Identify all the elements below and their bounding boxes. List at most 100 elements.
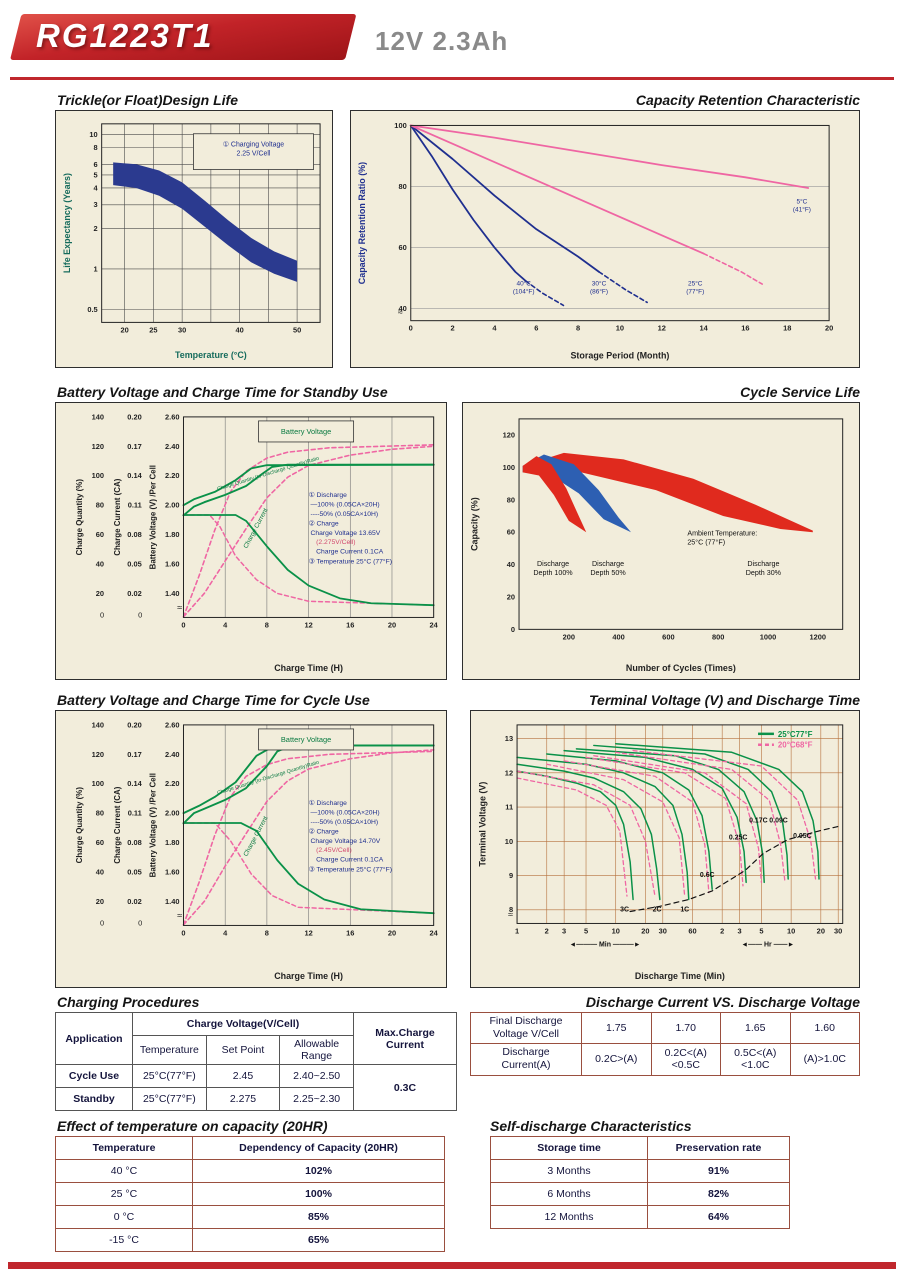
title-charging-procedures: Charging Procedures [57,994,200,1010]
svg-text:16: 16 [346,928,354,937]
svg-text:0.11: 0.11 [128,501,142,510]
th-dependency: Dependency of Capacity (20HR) [192,1136,445,1160]
svg-text:20°C68°F: 20°C68°F [778,741,813,750]
th-temperature: Temperature [132,1035,207,1065]
svg-text:1.40: 1.40 [165,897,179,906]
svg-text:2: 2 [545,926,549,935]
svg-text:0.02: 0.02 [127,589,141,598]
svg-text:12: 12 [658,324,666,333]
svg-text:200: 200 [563,632,575,641]
th-application: Application [55,1012,133,1065]
svg-text:◄——— Min ———►: ◄——— Min ———► [569,941,640,948]
svg-text:0.05: 0.05 [127,867,141,876]
cell-current-range: (A)>1.0C [789,1043,860,1076]
title-terminal-voltage: Terminal Voltage (V) and Discharge Time [589,692,860,708]
svg-text:Charge Time (H): Charge Time (H) [274,663,343,673]
cell-set-point: 2.45 [205,1064,281,1088]
svg-text:20: 20 [641,926,649,935]
svg-text:18: 18 [783,324,791,333]
th-max-charge-current: Max.Charge Current [353,1012,457,1065]
svg-text:60: 60 [96,530,104,539]
title-standby-charge: Battery Voltage and Charge Time for Stan… [57,384,388,400]
svg-text:400: 400 [612,632,624,641]
svg-text:20: 20 [825,324,833,333]
standby-charge-panel: 0 4 8 12 16 20 24 2.60 2.40 2.20 2.00 1.80 1.60 1.40 B… [55,402,447,680]
svg-text:9: 9 [509,871,513,880]
svg-text:Capacity (%): Capacity (%) [469,497,479,551]
svg-text:20: 20 [96,897,104,906]
cycle-charge-panel: 0 4 8 12 16 20 24 2.60 2.40 2.20 2.00 1.80 1.60 1.40 B… [55,710,447,988]
svg-text:100: 100 [394,121,406,130]
cell-current-range: 0.2C>(A) [581,1043,652,1076]
svg-text:≈: ≈ [177,910,182,920]
discharge-current-voltage-table: Final Discharge Voltage V/Cell 1.75 1.70… [470,1011,860,1076]
svg-text:6: 6 [534,324,538,333]
cell-temp: -15 °C [55,1228,193,1252]
svg-text:1.60: 1.60 [165,559,179,568]
svg-text:Battery Voltage: Battery Voltage [281,427,331,436]
svg-text:600: 600 [662,632,674,641]
cell-storage-time: 12 Months [490,1205,648,1229]
svg-text:Charge Current 0.1CA: Charge Current 0.1CA [316,857,384,864]
svg-text:40°C(104°F): 40°C (104°F) [513,280,535,296]
svg-text:Life Expectancy (Years): Life Expectancy (Years) [62,173,72,273]
svg-text:4: 4 [223,620,228,629]
title-trickle-design-life: Trickle(or Float)Design Life [57,92,238,108]
svg-text:≈: ≈ [508,910,513,920]
svg-text:0.05: 0.05 [127,559,141,568]
svg-text:1.60: 1.60 [165,867,179,876]
svg-text:10: 10 [612,926,620,935]
svg-text:80: 80 [96,501,104,510]
svg-text:Charge Quantity (to-Discharge: Charge Quantity (to-Discharge Quantity)R… [217,456,320,493]
th-allowable-range: Allowable Range [279,1035,354,1065]
svg-text:50: 50 [293,325,301,334]
svg-text:1200: 1200 [810,632,827,641]
svg-text:8: 8 [265,620,269,629]
svg-text:Battery Voltage (V) /Per Cell: Battery Voltage (V) /Per Cell [149,465,158,569]
svg-text:20: 20 [388,928,396,937]
svg-text:Storage Period (Month): Storage Period (Month) [570,351,669,361]
cell-temp: 25 °C [55,1182,193,1206]
title-cycle-charge: Battery Voltage and Charge Time for Cycl… [57,692,370,708]
svg-text:Charge Time (H): Charge Time (H) [274,971,343,981]
svg-text:0: 0 [409,324,413,333]
svg-text:1: 1 [94,264,98,273]
battery-spec: 12V 2.3Ah [375,26,509,56]
svg-text:① Discharge —100% (0.05CA×20H): ① Discharge —100% (0.05CA×20H) ----50% (… [309,491,381,537]
terminal-voltage-chart: 1 2 3 5 10 20 30 60 2 3 5 10 20 308910111213Discharge… [477,724,844,981]
title-capacity-retention: Capacity Retention Characteristic [635,92,860,108]
svg-text:Number of Cycles (Times): Number of Cycles (Times) [626,663,736,673]
svg-text:30°C(86°F): 30°C (86°F) [590,280,608,296]
self-discharge-table: Storage time Preservation rate 3 Months 9… [490,1136,790,1229]
svg-text:8: 8 [509,905,513,914]
svg-text:2: 2 [451,324,455,333]
th-storage-time: Storage time [490,1136,648,1160]
svg-text:40: 40 [507,560,515,569]
charging-procedures-table: Application Charge Voltage(V/Cell) Max.C… [55,1012,457,1111]
cell-temp: 40 °C [55,1159,193,1183]
svg-text:120: 120 [92,750,104,759]
th-temperature: Temperature [55,1136,193,1160]
svg-text:Charge Current (CA): Charge Current (CA) [113,786,122,864]
cell-storage-time: 3 Months [490,1159,648,1183]
svg-text:0.08: 0.08 [127,530,141,539]
svg-text:8: 8 [94,143,98,152]
svg-text:20: 20 [388,620,396,629]
cell-voltage: 1.60 [789,1011,860,1045]
title-temperature-effect: Effect of temperature on capacity (20HR) [57,1118,328,1134]
svg-text:◄—— Hr ——►: ◄—— Hr ——► [741,941,794,948]
svg-text:Charge Current (CA): Charge Current (CA) [113,478,122,556]
svg-text:25: 25 [149,325,157,334]
svg-text:3: 3 [562,926,566,935]
svg-text:800: 800 [712,632,724,641]
svg-text:③ Temperature 25°C (77°F): ③ Temperature 25°C (77°F) [309,865,392,873]
cell-temperature: 25°C(77°F) [132,1087,207,1111]
th-preservation-rate: Preservation rate [647,1136,790,1160]
cell-allowable-range: 2.40~2.50 [279,1064,354,1088]
svg-text:2: 2 [720,926,724,935]
svg-text:③ Temperature 25°C (77°F): ③ Temperature 25°C (77°F) [309,557,392,565]
cell-allowable-range: 2.25~2.30 [279,1087,354,1111]
cell-voltage: 1.70 [650,1011,721,1045]
svg-text:0: 0 [511,625,515,634]
svg-text:30: 30 [834,926,842,935]
